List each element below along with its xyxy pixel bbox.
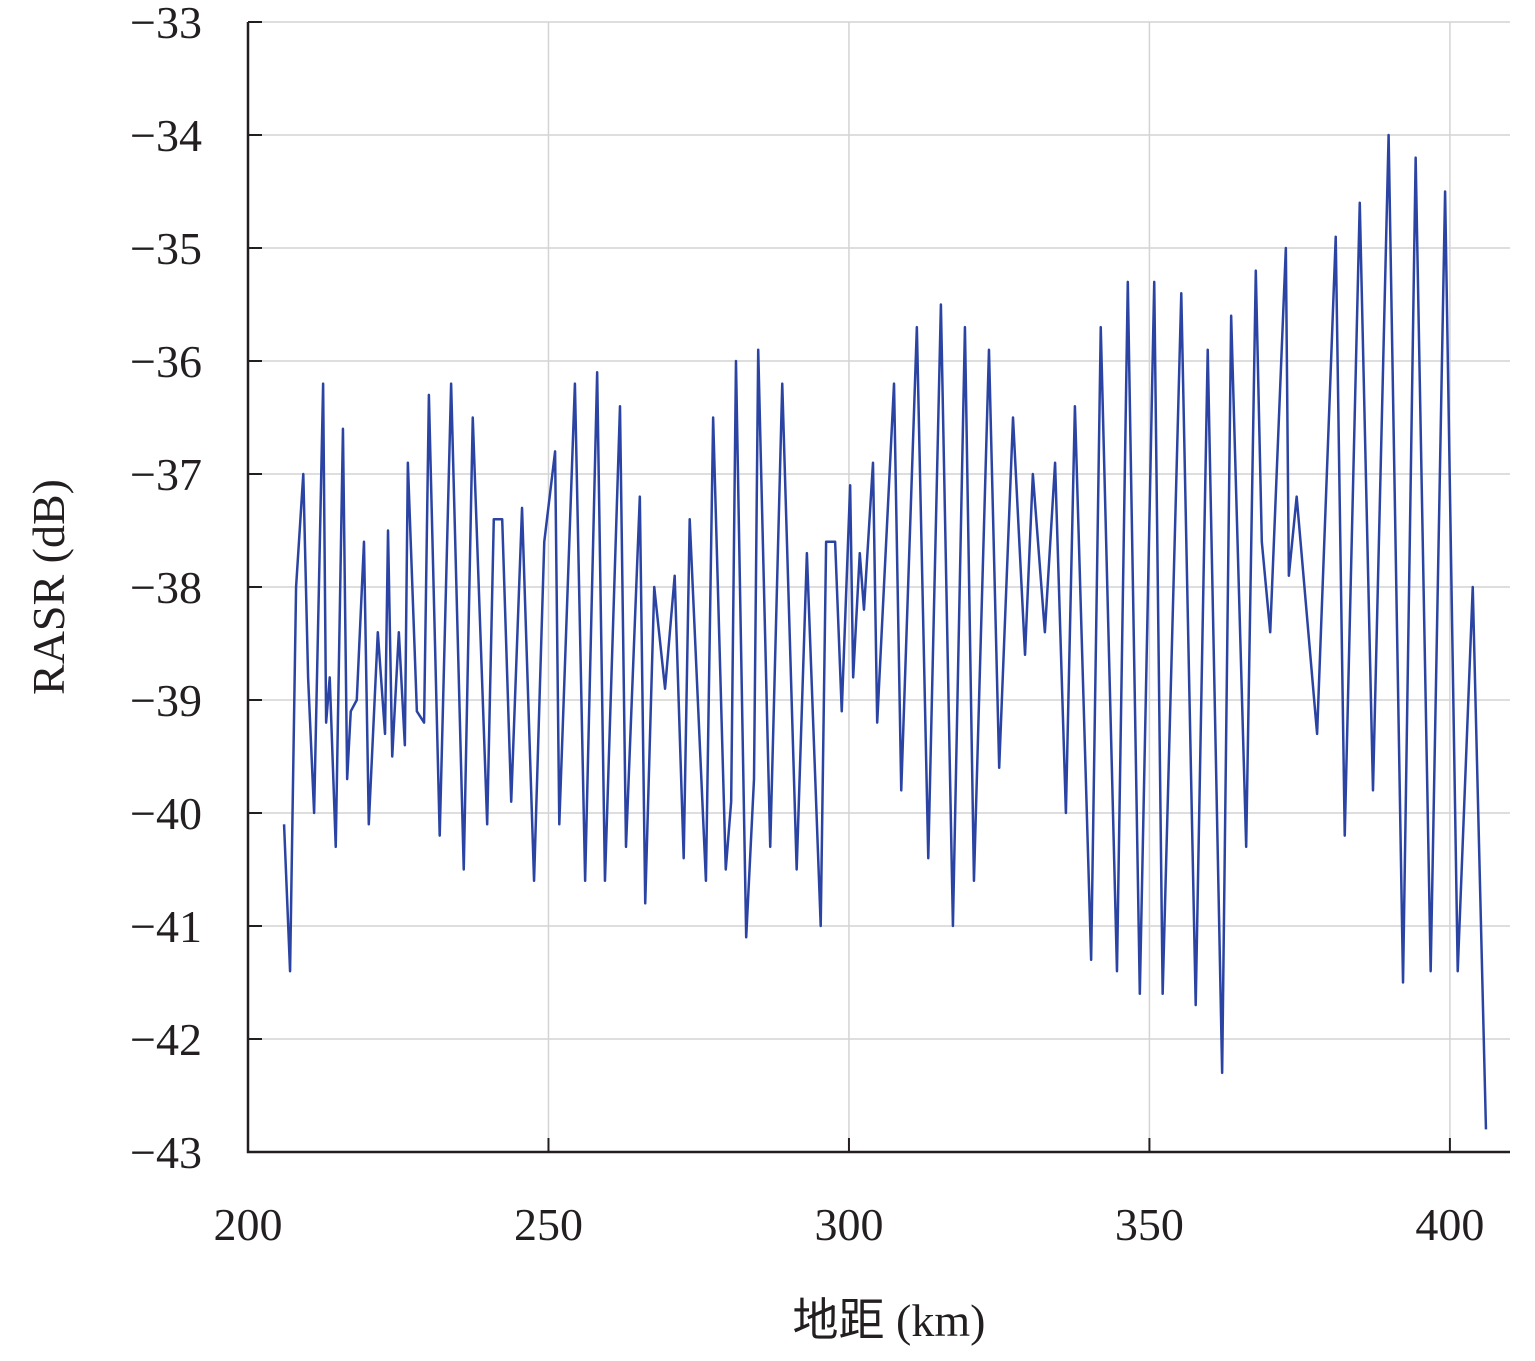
y-tick-label: −35 bbox=[130, 223, 202, 274]
y-axis-label: RASR (dB) bbox=[23, 479, 74, 695]
data-line bbox=[282, 133, 1488, 1130]
x-tick-label: 350 bbox=[1115, 1199, 1184, 1250]
x-tick-label: 200 bbox=[214, 1199, 283, 1250]
x-axis-label: 地距 (km) bbox=[793, 1295, 986, 1346]
x-tick-label: 300 bbox=[814, 1199, 883, 1250]
y-tick-label: −43 bbox=[130, 1127, 202, 1178]
y-tick-label: −36 bbox=[130, 336, 202, 387]
y-tick-label: −39 bbox=[130, 675, 202, 726]
y-tick-label: −37 bbox=[130, 449, 202, 500]
y-tick-label: −33 bbox=[130, 0, 202, 48]
x-tick-label: 250 bbox=[514, 1199, 583, 1250]
y-tick-label: −41 bbox=[130, 901, 202, 952]
y-tick-label: −40 bbox=[130, 788, 202, 839]
y-tick-label: −38 bbox=[130, 562, 202, 613]
axis-frame bbox=[246, 22, 1510, 1154]
x-tick-label: 400 bbox=[1415, 1199, 1484, 1250]
y-tick-label: −34 bbox=[130, 110, 202, 161]
y-tick-label: −42 bbox=[130, 1014, 202, 1065]
